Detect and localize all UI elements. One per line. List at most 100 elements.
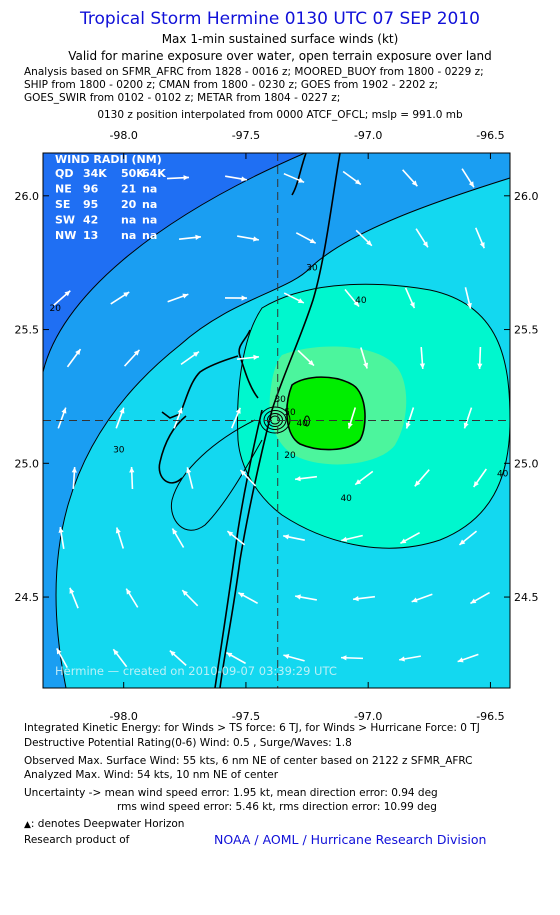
- wind-arrow: [405, 407, 415, 429]
- wind-radii-cell: na: [142, 214, 157, 227]
- research-label: Research product of: [24, 834, 130, 846]
- wind-field-fills: [43, 153, 510, 688]
- x-tick-label: -97.0: [354, 129, 382, 142]
- coast-segment: [238, 329, 259, 399]
- contour-label: 30: [274, 395, 286, 405]
- wind-arrow: [283, 292, 305, 304]
- wind-arrow: [475, 227, 485, 249]
- wind-radii-header-cell: QD: [55, 167, 73, 180]
- wind-arrow: [181, 589, 199, 607]
- lagoon-coast: [158, 415, 187, 484]
- wind-radii-header-cell: 64K: [142, 167, 166, 180]
- wind-arrow: [419, 346, 426, 370]
- y-tick-label: 25.5: [514, 324, 539, 337]
- wind-arrow: [297, 349, 315, 367]
- wind-radii-cell: SE: [55, 198, 70, 211]
- wind-arrow: [354, 470, 374, 486]
- wind-arrow: [236, 354, 260, 360]
- analysis-line: GOES_SWIR from 0102 - 0102 z; METAR from…: [24, 92, 341, 104]
- wind-arrow: [167, 293, 189, 303]
- wind-arrow: [53, 290, 71, 306]
- wind-radii-cell: 95: [83, 198, 98, 211]
- noaa-credit-link[interactable]: NOAA / AOML / Hurricane Research Divisio…: [214, 832, 487, 847]
- wind-arrows: [53, 168, 490, 669]
- y-tick-label: 25.5: [15, 324, 40, 337]
- wind-radii-cell: NE: [55, 183, 72, 196]
- wind-arrow: [414, 469, 430, 487]
- wind-radii-cell: na: [121, 214, 136, 227]
- barrier-island-coast: [219, 153, 341, 688]
- wind-arrow: [411, 593, 433, 603]
- mainland-coast: [214, 409, 263, 688]
- wind-arrow: [294, 475, 318, 482]
- y-tick-label: 24.5: [15, 591, 40, 604]
- contour-label: 40: [497, 470, 509, 480]
- wind-arrow: [239, 469, 257, 487]
- wind-radii-cell: na: [121, 229, 136, 242]
- wind-arrow: [360, 347, 369, 369]
- analyzed-max-line: Analyzed Max. Wind: 54 kts, 10 nm NE of …: [24, 769, 279, 781]
- wind-arrow: [58, 527, 65, 549]
- wind-arrow: [69, 587, 79, 609]
- wind-arrow: [180, 350, 200, 366]
- fill-above-50: [286, 377, 366, 450]
- chart-subtitle-exposure: Valid for marine exposure over water, op…: [68, 49, 492, 63]
- contour-label: 20: [49, 304, 61, 314]
- wind-radii-header-cell: 50K: [121, 167, 145, 180]
- x-tick-label: -97.5: [232, 710, 260, 723]
- wind-radii-cell: na: [142, 183, 157, 196]
- wind-arrow: [56, 647, 68, 669]
- wind-arrow: [470, 591, 490, 605]
- uncertainty-line: Uncertainty -> mean wind speed error: 1.…: [24, 787, 438, 799]
- contour-label: 40: [355, 296, 367, 306]
- wind-arrow: [224, 295, 248, 301]
- wind-arrow: [347, 407, 357, 429]
- x-tick-label: -96.5: [476, 710, 504, 723]
- wind-arrow: [461, 168, 475, 188]
- wind-radii-cell: 42: [83, 214, 98, 227]
- wind-radii-cell: 21: [121, 183, 136, 196]
- contour-label: 30: [113, 446, 125, 456]
- axis-ticks: -98.0 -98.0 -97.5 -97.5 -97.0 -97.0 -96.5 -96.5…: [15, 129, 539, 723]
- watermark: Hermine — created on 2010-09-07 03:39:29…: [55, 664, 337, 678]
- wind-arrow: [71, 466, 77, 490]
- contour-label: 30: [306, 264, 318, 274]
- wind-arrow: [473, 468, 487, 488]
- wind-arrow: [355, 229, 373, 247]
- dpr-line: Destructive Potential Rating(0-6) Wind: …: [24, 737, 352, 749]
- coast-segment: [161, 411, 181, 419]
- y-tick-label: 25.0: [15, 457, 40, 470]
- lagoon-coast: [179, 355, 239, 415]
- wind-radii-title: WIND RADII (NM): [55, 153, 162, 166]
- wind-arrow: [225, 175, 247, 182]
- ike-line: Integrated Kinetic Energy: for Winds > T…: [24, 722, 480, 734]
- wind-arrow: [404, 287, 416, 309]
- wind-arrow: [115, 407, 125, 429]
- wind-radii-cell: 20: [121, 198, 137, 211]
- contour-label: 50: [284, 408, 296, 418]
- wind-arrow: [226, 530, 246, 546]
- observed-max-line: Observed Max. Surface Wind: 55 kts, 6 nm…: [24, 755, 473, 767]
- contour-50: [286, 376, 366, 451]
- x-tick-label: -98.0: [109, 710, 137, 723]
- wind-arrow: [399, 531, 421, 545]
- wind-radii-cell: SW: [55, 214, 75, 227]
- deepwater-note: ▲: denotes Deepwater Horizon: [24, 818, 185, 830]
- wind-arrow: [231, 407, 241, 429]
- coastline: [158, 153, 341, 688]
- wind-arrow: [295, 232, 317, 244]
- wind-arrow: [352, 595, 376, 602]
- wind-arrow: [237, 592, 259, 604]
- analysis-line: SHIP from 1800 - 0200 z; CMAN from 1800 …: [24, 79, 439, 91]
- position-line: 0130 z position interpolated from 0000 A…: [97, 109, 463, 121]
- wind-radii-cell: 96: [83, 183, 99, 196]
- wind-arrow: [178, 234, 202, 241]
- wind-arrow: [237, 235, 259, 242]
- wind-radii-header-cell: 34K: [83, 167, 107, 180]
- chart-title: Tropical Storm Hermine 0130 UTC 07 SEP 2…: [80, 9, 480, 29]
- wind-arrow: [110, 291, 130, 305]
- wind-arrow: [283, 172, 305, 184]
- wind-arrow: [342, 170, 362, 186]
- wind-arrow: [66, 348, 82, 368]
